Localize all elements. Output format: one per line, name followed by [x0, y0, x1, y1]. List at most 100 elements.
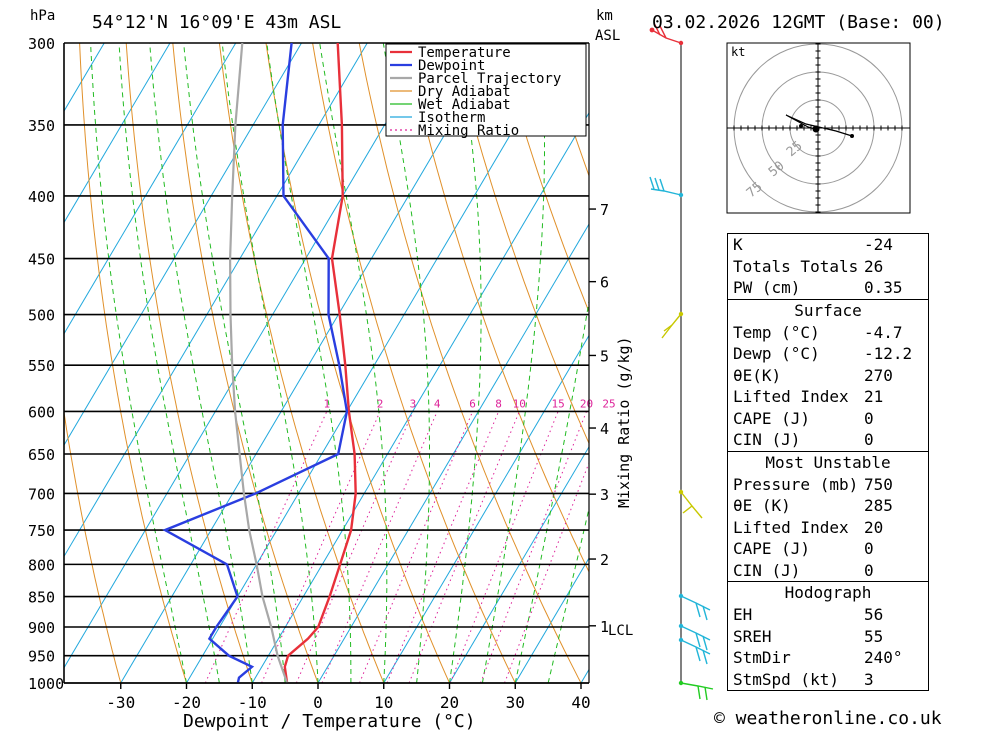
dry-adiabat-line	[79, 43, 187, 683]
index-row: K -24	[733, 235, 893, 254]
index-row: SREH 55	[733, 626, 884, 646]
wind-barb-flag	[663, 324, 673, 332]
indices-surface: Surface Temp (°C) -4.7 Dewp (°C) -12.2 θE(…	[728, 298, 928, 451]
isotherm-line	[64, 43, 237, 335]
wet-adiabat-line	[90, 43, 187, 683]
index-row: θE (K) 285	[733, 496, 893, 515]
mixing-ratio-value-label: 25	[602, 397, 615, 410]
pressure-tick-label: 900	[28, 619, 55, 637]
km-reference-label: ASL	[595, 28, 620, 44]
wind-barb-flag	[659, 178, 665, 192]
mixing-ratio-line	[359, 411, 474, 683]
mixing-ratio-value-label: 10	[513, 397, 526, 410]
index-row: Pressure (mb) 750	[733, 474, 893, 494]
legend-mixing-ratio: Mixing Ratio	[418, 123, 519, 139]
km-unit-label: km	[596, 8, 613, 24]
mixing-ratio-value-label: 3	[410, 397, 417, 410]
wind-barb	[680, 491, 703, 519]
isotherm-line	[64, 43, 368, 558]
temperature-tick-label: 0	[313, 693, 323, 712]
wind-barb-flag	[697, 685, 701, 700]
index-row: CAPE (J) 0	[733, 408, 874, 428]
wind-barb-flag	[695, 646, 701, 662]
wind-barb-flag	[695, 632, 701, 648]
pressure-tick-label: 650	[28, 446, 55, 464]
wet-adiabat-line	[449, 43, 482, 683]
hodograph-point	[799, 124, 803, 128]
legend-parcel: Parcel Trajectory	[418, 71, 561, 87]
pressure-tick-label: 500	[28, 307, 55, 325]
lcl-label: LCL	[608, 623, 633, 639]
legend: Temperature Dewpoint Parcel Trajectory D…	[385, 43, 587, 139]
pressure-tick-label: 400	[28, 188, 55, 206]
wind-barb-flag	[653, 22, 661, 36]
index-row: θE(K) 270	[733, 365, 893, 385]
km-tick-label: 7	[600, 201, 609, 219]
legend-isotherm: Isotherm	[418, 110, 485, 126]
index-row: Totals Totals 26	[733, 256, 884, 276]
mixing-ratio-value-label: 4	[434, 397, 441, 410]
dry-adiabat-line	[358, 43, 582, 683]
km-tick-label: 4	[600, 420, 609, 438]
km-tick-label: 5	[600, 347, 609, 365]
isotherm-line	[120, 43, 500, 683]
index-row: Dewp (°C) -12.2	[733, 344, 913, 363]
dry-adiabat-line	[451, 43, 589, 445]
index-row: StmSpd (kt) 3	[733, 669, 874, 689]
legend-box	[385, 43, 587, 137]
indices-table: K -24 Totals Totals 26 PW (cm) 0.35 Surface…	[727, 233, 929, 691]
km-tick-label: 3	[600, 486, 609, 504]
pressure-tick-label: 450	[28, 251, 55, 269]
mixing-ratio-axis-label: Mixing Ratio (g/kg)	[615, 336, 633, 508]
wind-barb-flag	[702, 635, 708, 651]
temperature-tick-label: -10	[238, 693, 267, 712]
isotherm-line	[251, 111, 589, 683]
mixing-ratio-line	[480, 411, 587, 683]
mixing-ratio-value-label: 6	[469, 397, 476, 410]
mixing-ratio-value-label: 8	[495, 397, 502, 410]
pressure-tick-label: 950	[28, 648, 55, 666]
pressure-tick-label: 550	[28, 357, 55, 375]
wind-barb-flag	[659, 25, 667, 39]
credit-link[interactable]: © weatheronline.co.uk	[714, 708, 942, 729]
pressure-tick-label: 750	[28, 522, 55, 540]
indices-hodograph: Hodograph EH 56 SREH 55 StmDir 240° StmSpd …	[728, 581, 928, 690]
km-tick-label: 1	[600, 618, 609, 636]
dewpoint-line	[162, 43, 349, 683]
datetime-label: 03.02.2026 12GMT (Base: 00)	[652, 12, 945, 33]
km-tick-label: 2	[600, 551, 609, 569]
wind-barb-flag	[654, 177, 660, 191]
isotherm-line	[317, 223, 589, 683]
temperature-line	[283, 43, 357, 683]
parcel-trajectory-line	[228, 43, 289, 683]
isotherm-line	[64, 43, 171, 224]
isotherm-line	[449, 445, 589, 683]
isotherm-line	[186, 43, 565, 683]
section-title: Hodograph	[784, 583, 872, 602]
mixing-ratio-line	[261, 411, 381, 683]
mixing-ratio-line	[504, 461, 589, 683]
index-row: CIN (J) 0	[733, 560, 874, 580]
index-row: PW (cm) 0.35	[733, 278, 903, 297]
temperature-tick-label: 30	[506, 693, 525, 712]
wind-barb	[680, 625, 711, 641]
legend-temperature: Temperature	[418, 45, 511, 61]
index-row: Temp (°C) -4.7	[733, 322, 903, 342]
wet-adiabat-line	[149, 43, 253, 683]
wind-barb-flag	[704, 686, 708, 701]
hodograph-point	[850, 134, 854, 138]
temperature-tick-label: 20	[440, 693, 459, 712]
pressure-tick-label: 800	[28, 556, 55, 574]
dry-adiabat-line	[918, 43, 1000, 683]
temperature-tick-label: 40	[571, 693, 590, 712]
legend-dewpoint: Dewpoint	[418, 58, 485, 74]
mixing-ratio-value-label: 2	[377, 397, 384, 410]
index-row: StmDir 240°	[733, 648, 903, 667]
wet-adiabat-line	[221, 43, 319, 683]
wind-barb-flag	[682, 505, 693, 514]
dry-adiabat-line	[265, 43, 450, 683]
wind-barb-flag	[695, 602, 701, 618]
hodograph-unit-label: kt	[731, 45, 745, 59]
wet-adiabat-line	[382, 43, 430, 683]
